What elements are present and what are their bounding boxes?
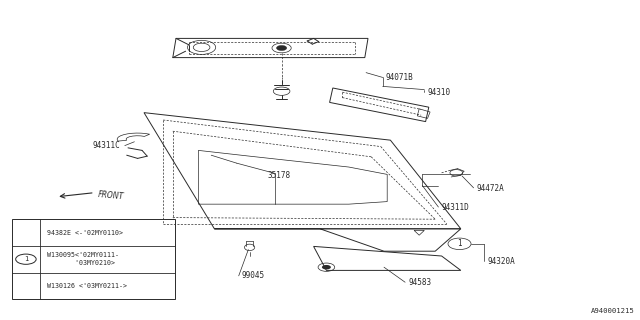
Text: A940001215: A940001215: [591, 308, 635, 314]
Text: 94382E <-'02MY0110>: 94382E <-'02MY0110>: [47, 229, 123, 236]
Text: 94583: 94583: [408, 278, 431, 287]
Text: 1: 1: [24, 256, 28, 262]
Text: 94071B: 94071B: [386, 73, 413, 82]
Text: 94310: 94310: [428, 88, 451, 97]
Text: 94320A: 94320A: [488, 257, 515, 266]
Text: W130126 <'03MY0211->: W130126 <'03MY0211->: [47, 283, 127, 289]
Text: 35178: 35178: [268, 171, 291, 180]
Text: FRONT: FRONT: [97, 189, 124, 201]
Text: 1: 1: [457, 239, 462, 248]
Text: 99045: 99045: [242, 271, 265, 280]
Circle shape: [276, 45, 287, 51]
Circle shape: [322, 265, 331, 269]
Text: 94311D: 94311D: [442, 203, 469, 212]
Text: 94311C: 94311C: [93, 141, 120, 150]
Bar: [12, 219, 175, 299]
Text: W130095<'02MY0111-
       '03MY0210>: W130095<'02MY0111- '03MY0210>: [47, 252, 119, 266]
Text: 94472A: 94472A: [477, 184, 504, 193]
